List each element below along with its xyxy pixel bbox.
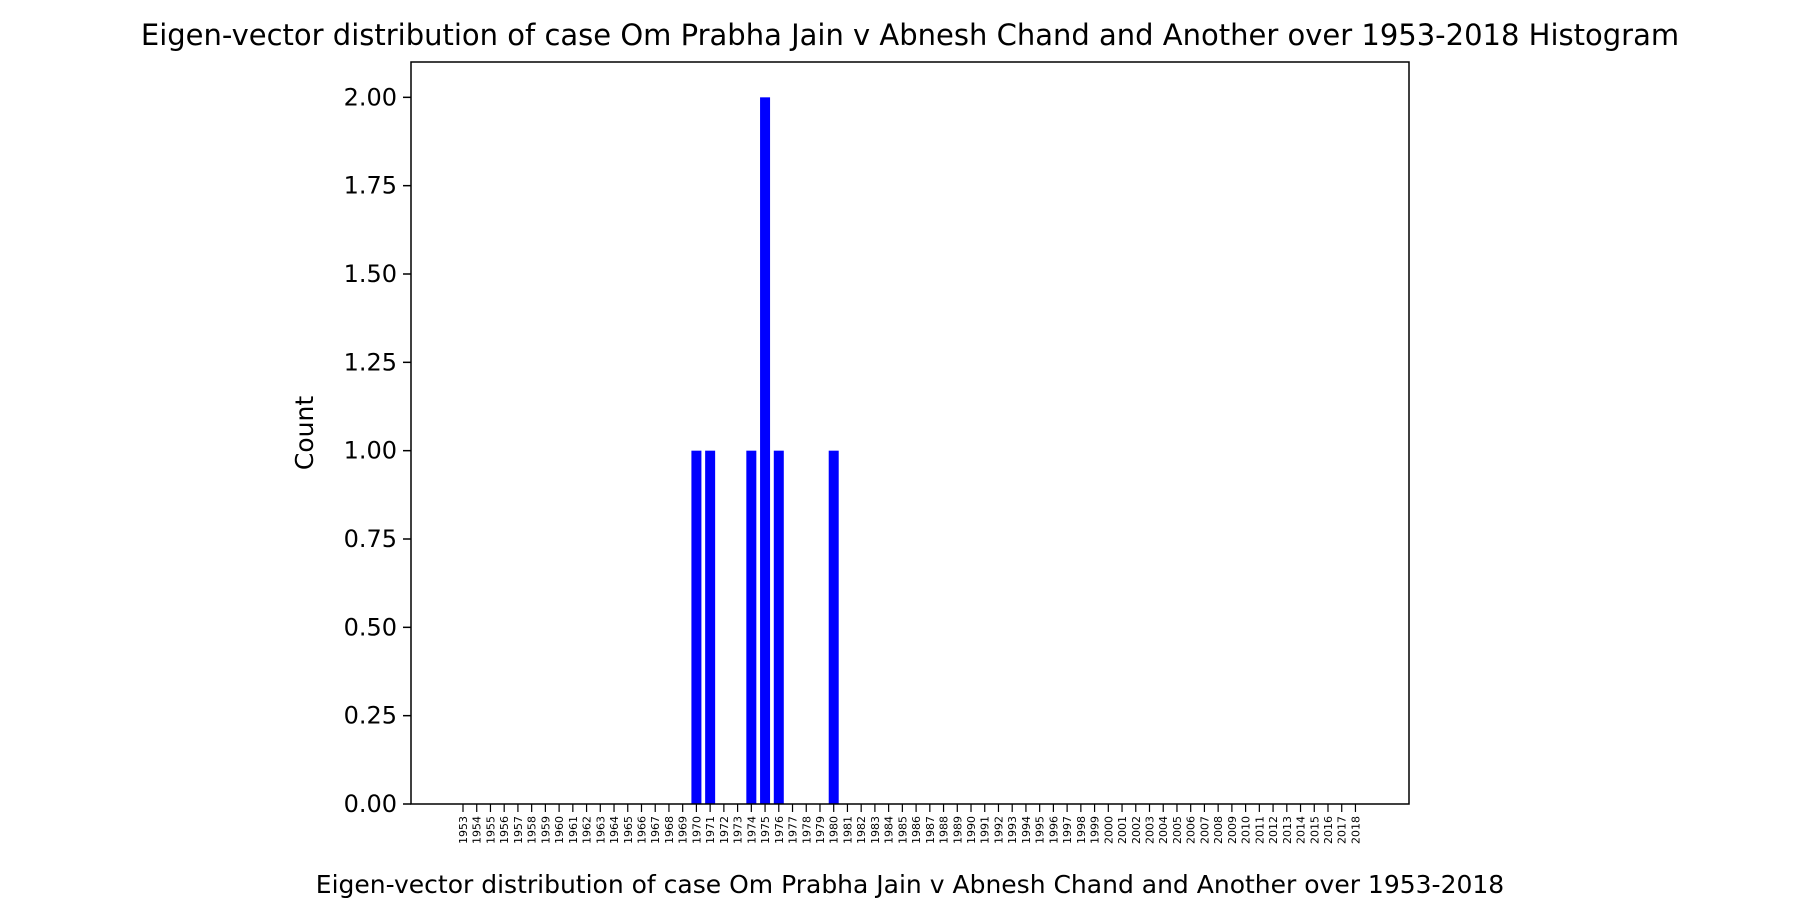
x-tick-label-1973: 1973 <box>732 816 745 844</box>
x-tick-label-2004: 2004 <box>1157 816 1170 844</box>
x-tick-label-1969: 1969 <box>677 816 690 844</box>
x-tick-label-2002: 2002 <box>1130 816 1143 844</box>
x-tick-label-1964: 1964 <box>608 816 621 844</box>
x-tick-label-2016: 2016 <box>1322 816 1335 844</box>
x-axis-label: Eigen-vector distribution of case Om Pra… <box>316 870 1504 899</box>
x-tick-label-1957: 1957 <box>512 816 525 844</box>
x-tick-label-1991: 1991 <box>979 816 992 844</box>
bar-1975 <box>760 97 771 804</box>
x-tick-label-1985: 1985 <box>896 816 909 844</box>
x-tick-label-1961: 1961 <box>567 816 580 844</box>
y-axis-label: Count <box>290 396 319 470</box>
y-tick-label: 1.00 <box>344 437 397 465</box>
chart-title: Eigen-vector distribution of case Om Pra… <box>141 18 1679 52</box>
x-tick-label-2006: 2006 <box>1185 816 1198 844</box>
bar-1980 <box>828 450 839 804</box>
x-tick-label-2014: 2014 <box>1295 816 1308 844</box>
x-tick-label-1955: 1955 <box>484 816 497 844</box>
bars-group <box>691 97 839 804</box>
x-tick-label-1970: 1970 <box>690 816 703 844</box>
x-tick-label-1984: 1984 <box>883 816 896 844</box>
bar-1974 <box>746 450 757 804</box>
x-tick-label-1999: 1999 <box>1089 816 1102 844</box>
x-tick-label-2011: 2011 <box>1253 816 1266 844</box>
x-tick-label-1980: 1980 <box>828 816 841 844</box>
x-tick-label-1967: 1967 <box>649 816 662 844</box>
x-tick-label-1953: 1953 <box>457 816 470 844</box>
x-tick-label-2003: 2003 <box>1144 816 1157 844</box>
x-tick-label-1986: 1986 <box>910 816 923 844</box>
y-tick-label: 0.25 <box>344 702 397 730</box>
y-axis: 0.00 0.25 0.50 0.75 1.00 1.25 1.50 1.75 2.00 <box>344 83 411 818</box>
x-tick-label-1997: 1997 <box>1061 816 1074 844</box>
y-tick-label: 0.00 <box>344 790 397 818</box>
x-tick-label-1990: 1990 <box>965 816 978 844</box>
x-tick-label-2013: 2013 <box>1281 816 1294 844</box>
x-tick-label-1983: 1983 <box>869 816 882 844</box>
x-tick-label-2012: 2012 <box>1267 816 1280 844</box>
x-tick-label-1994: 1994 <box>1020 816 1033 844</box>
x-tick-label-2008: 2008 <box>1212 816 1225 844</box>
x-tick-label-2015: 2015 <box>1308 816 1321 844</box>
y-tick-label: 1.50 <box>344 260 397 288</box>
x-tick-label-2001: 2001 <box>1116 816 1129 844</box>
x-tick-label-1956: 1956 <box>498 816 511 844</box>
x-tick-label-1977: 1977 <box>787 816 800 844</box>
y-tick-label: 1.75 <box>344 172 397 200</box>
x-tick-label-1988: 1988 <box>938 816 951 844</box>
x-tick-label-1976: 1976 <box>773 816 786 844</box>
x-tick-label-1982: 1982 <box>855 816 868 844</box>
x-tick-label-1981: 1981 <box>841 816 854 844</box>
bar-1970 <box>691 450 702 804</box>
x-tick-label-1959: 1959 <box>539 816 552 844</box>
x-tick-label-1993: 1993 <box>1006 816 1019 844</box>
plot-frame <box>410 61 1410 805</box>
x-tick-label-1971: 1971 <box>704 816 717 844</box>
x-tick-label-2007: 2007 <box>1198 816 1211 844</box>
bar-1971 <box>705 450 716 804</box>
x-tick-label-1962: 1962 <box>581 816 594 844</box>
x-tick-label-1954: 1954 <box>471 816 484 844</box>
x-tick-label-1958: 1958 <box>526 816 539 844</box>
x-tick-label-1963: 1963 <box>594 816 607 844</box>
x-tick-label-1992: 1992 <box>992 816 1005 844</box>
x-axis: 1953 1954 1955 1956 1957 1958 1959 1960 1961 1962… <box>457 804 1362 844</box>
x-tick-label-1975: 1975 <box>759 816 772 844</box>
x-tick-label-1978: 1978 <box>800 816 813 844</box>
x-tick-label-1960: 1960 <box>553 816 566 844</box>
x-tick-label-2010: 2010 <box>1240 816 1253 844</box>
y-tick-label: 0.75 <box>344 525 397 553</box>
x-tick-label-1996: 1996 <box>1047 816 1060 844</box>
x-tick-label-2005: 2005 <box>1171 816 1184 844</box>
x-tick-label-1998: 1998 <box>1075 816 1088 844</box>
y-tick-label: 2.00 <box>344 83 397 111</box>
x-tick-label-1972: 1972 <box>718 816 731 844</box>
x-tick-label-1974: 1974 <box>745 816 758 844</box>
bar-1976 <box>773 450 784 804</box>
x-tick-label-2009: 2009 <box>1226 816 1239 844</box>
x-tick-label-1965: 1965 <box>622 816 635 844</box>
x-tick-label-1989: 1989 <box>951 816 964 844</box>
x-tick-label-1968: 1968 <box>663 816 676 844</box>
x-tick-label-2017: 2017 <box>1336 816 1349 844</box>
x-tick-label-2000: 2000 <box>1102 816 1115 844</box>
y-tick-label: 1.25 <box>344 348 397 376</box>
y-tick-label: 0.50 <box>344 613 397 641</box>
x-tick-label-1995: 1995 <box>1034 816 1047 844</box>
x-tick-label-1987: 1987 <box>924 816 937 844</box>
x-tick-label-1979: 1979 <box>814 816 827 844</box>
x-tick-label-2018: 2018 <box>1349 816 1362 844</box>
x-tick-label-1966: 1966 <box>635 816 648 844</box>
